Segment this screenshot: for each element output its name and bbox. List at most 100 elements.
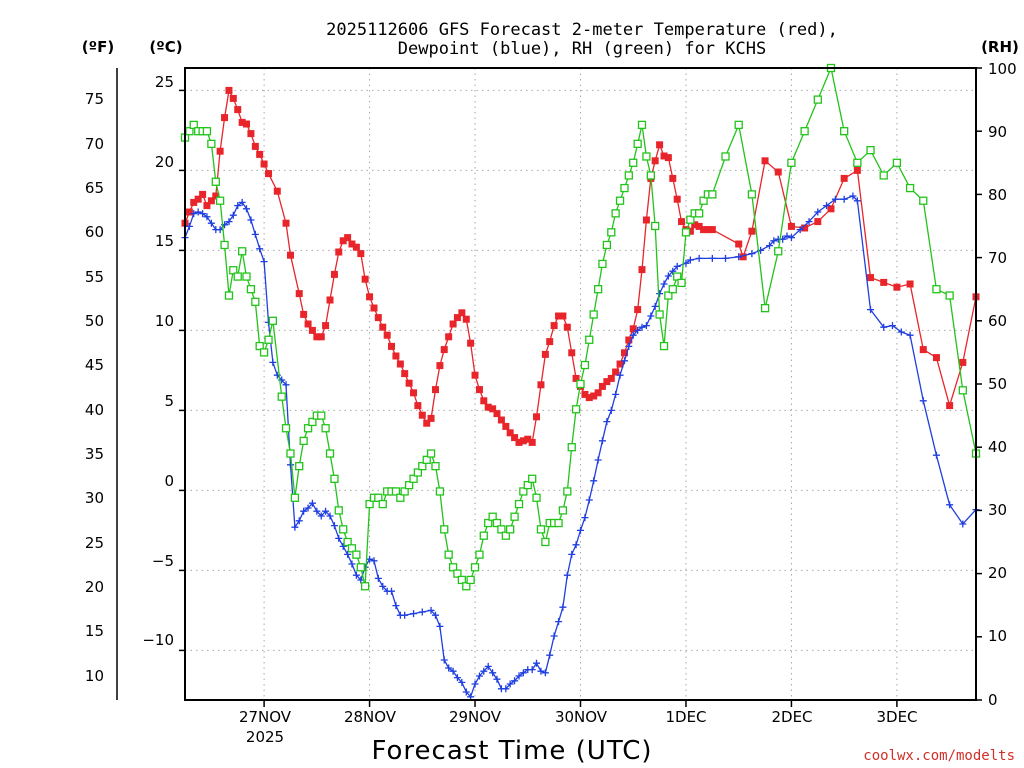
fahrenheit-tick: 45 bbox=[85, 356, 104, 374]
rh-point bbox=[431, 462, 440, 471]
dewpoint-point bbox=[489, 669, 497, 677]
temperature-point bbox=[607, 374, 615, 382]
rh-point bbox=[453, 569, 462, 578]
rh-point bbox=[840, 127, 849, 136]
x-tick-label: 27NOV bbox=[239, 708, 292, 726]
temperature-point bbox=[603, 378, 611, 386]
dewpoint-point bbox=[401, 611, 409, 619]
temperature-point bbox=[524, 435, 532, 443]
rh-ticks: 100 90 80 70 60 50 40 30 20 10 0 bbox=[988, 60, 1017, 709]
rh-point bbox=[879, 171, 888, 180]
dewpoint-point bbox=[541, 669, 549, 677]
temperature-point bbox=[221, 114, 229, 122]
temperature-point bbox=[493, 410, 501, 418]
dewpoint-point bbox=[722, 254, 730, 262]
rh-point bbox=[246, 285, 256, 294]
temperature-point bbox=[374, 314, 382, 322]
rh-tick: 80 bbox=[988, 186, 1007, 204]
temperature-point bbox=[533, 413, 541, 421]
temperature-point bbox=[598, 382, 606, 390]
rh-tick: 50 bbox=[988, 375, 1007, 393]
dewpoint-point bbox=[308, 499, 316, 507]
dewpoint-point bbox=[418, 608, 426, 616]
rh-point bbox=[299, 436, 308, 446]
temperature-point bbox=[361, 275, 369, 283]
dewpoint-point bbox=[533, 659, 541, 667]
dewpoint-point bbox=[203, 213, 211, 221]
dewpoint-point bbox=[664, 272, 672, 280]
temperature-point bbox=[515, 438, 523, 446]
dewpoint-point bbox=[660, 280, 668, 288]
dewpoint-point bbox=[330, 522, 338, 530]
dewpoint-point bbox=[207, 219, 215, 227]
dewpoint-point bbox=[317, 512, 325, 520]
rh-point bbox=[334, 506, 343, 515]
dewpoint-point bbox=[234, 202, 242, 210]
temperature-point bbox=[906, 280, 914, 288]
rh-point bbox=[905, 183, 915, 193]
dewpoint-line bbox=[184, 195, 977, 699]
temperature-point bbox=[322, 322, 330, 330]
temperature-point bbox=[405, 379, 413, 387]
rh-point bbox=[651, 221, 660, 231]
dewpoint-point bbox=[770, 237, 778, 245]
rh-point bbox=[356, 563, 365, 572]
rh-point bbox=[598, 259, 607, 269]
dewpoint-point bbox=[823, 202, 831, 210]
temperature-series bbox=[181, 86, 980, 446]
rh-point bbox=[721, 152, 730, 161]
temperature-point bbox=[212, 192, 220, 200]
temperature-point bbox=[563, 323, 571, 331]
temperature-point bbox=[326, 296, 334, 304]
dewpoint-point bbox=[392, 602, 400, 610]
rh-point bbox=[642, 152, 651, 161]
temperature-point bbox=[581, 390, 589, 398]
temperature-point bbox=[423, 419, 431, 427]
temperature-point bbox=[612, 368, 620, 376]
dewpoint-point bbox=[581, 514, 589, 522]
temperature-point bbox=[392, 352, 400, 360]
dewpoint-point bbox=[528, 666, 536, 674]
fahrenheit-tick: 70 bbox=[85, 135, 104, 153]
temperature-point bbox=[572, 374, 580, 382]
rh-point bbox=[541, 537, 550, 547]
rh-point bbox=[576, 379, 585, 389]
rh-point bbox=[409, 474, 418, 483]
temperature-point bbox=[225, 86, 233, 94]
dewpoint-point bbox=[458, 678, 466, 686]
rh-point bbox=[347, 544, 357, 553]
rh-point bbox=[532, 493, 541, 502]
temperature-point bbox=[651, 157, 659, 165]
dewpoint-point bbox=[651, 302, 659, 310]
dewpoint-point bbox=[805, 218, 813, 226]
rh-point bbox=[233, 272, 242, 281]
temperature-point bbox=[370, 304, 378, 312]
rh-tick: 60 bbox=[988, 312, 1007, 330]
dewpoint-point bbox=[484, 662, 492, 670]
x-tick-sublabel: 2025 bbox=[246, 728, 284, 746]
dewpoint-point bbox=[475, 672, 483, 680]
dewpoint-point bbox=[880, 323, 888, 331]
dewpoint-point bbox=[449, 667, 457, 675]
dewpoint-point bbox=[787, 234, 795, 242]
fahrenheit-tick: 60 bbox=[85, 223, 104, 241]
rh-point bbox=[440, 525, 449, 534]
temperature-point bbox=[207, 197, 215, 205]
dewpoint-point bbox=[506, 680, 514, 688]
dewpoint-point bbox=[607, 406, 615, 414]
rh-point bbox=[813, 95, 822, 104]
dewpoint-point bbox=[242, 205, 250, 213]
dewpoint-point bbox=[840, 195, 848, 203]
temperature-point bbox=[585, 394, 593, 402]
temperature-point bbox=[194, 195, 202, 203]
dewpoint-point bbox=[590, 477, 598, 485]
temperature-point bbox=[317, 333, 325, 341]
dewpoint-point bbox=[225, 218, 233, 226]
temperature-point bbox=[265, 170, 273, 178]
rh-point bbox=[866, 146, 875, 155]
rh-point bbox=[400, 487, 409, 496]
rh-point bbox=[501, 531, 510, 540]
temperature-point bbox=[199, 190, 207, 198]
temperature-point bbox=[673, 195, 681, 203]
temperature-point bbox=[308, 326, 316, 334]
